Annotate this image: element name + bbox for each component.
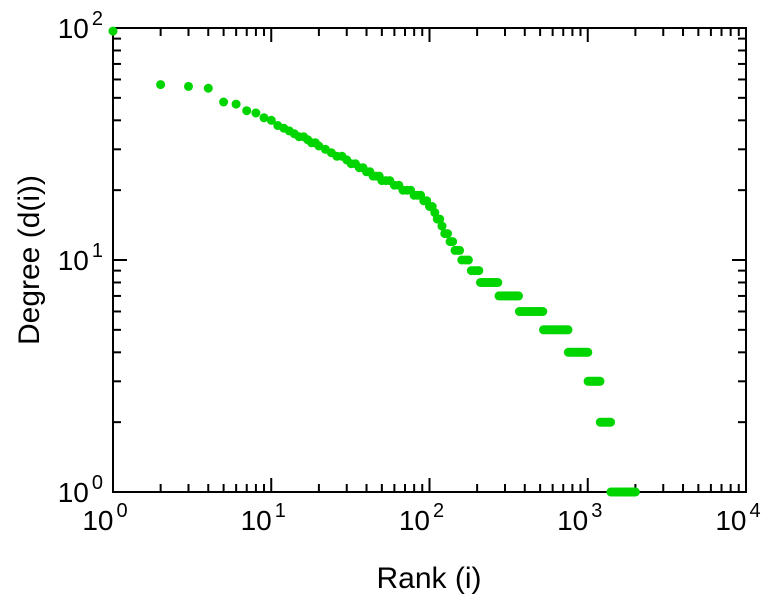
data-point (595, 376, 605, 386)
data-point (184, 81, 193, 91)
tick-label: 10 1 (58, 240, 103, 276)
x-axis-label: Rank (i) (376, 562, 482, 595)
data-point (266, 115, 276, 125)
data-point (108, 26, 118, 36)
y-axis-label: Degree (d(i)) (13, 174, 46, 346)
data-point (583, 347, 593, 357)
data-point (219, 97, 229, 107)
data-point (203, 83, 213, 93)
data-point (563, 325, 573, 335)
data-point (435, 214, 445, 224)
tick-label: 10 2 (58, 8, 103, 44)
data-point (259, 113, 269, 123)
data-point (448, 237, 458, 247)
tick-label: 10 0 (58, 472, 103, 508)
tick-label: 10 1 (241, 500, 286, 536)
data-point (493, 278, 503, 287)
data-point (156, 80, 166, 90)
data-point (443, 229, 452, 239)
data-point (606, 417, 616, 427)
data-point (463, 255, 473, 265)
tick-label: 10 4 (715, 500, 760, 536)
data-point (514, 291, 523, 301)
tick-label: 10 0 (82, 500, 127, 536)
plot-frame (112, 27, 747, 493)
data-point (474, 266, 484, 276)
data-point (251, 108, 261, 118)
data-point (455, 245, 465, 255)
data-point (538, 307, 548, 316)
tick-label: 10 2 (399, 500, 444, 536)
data-point (231, 99, 241, 109)
data-point (630, 487, 640, 497)
data-point (242, 106, 252, 116)
tick-label: 10 3 (557, 500, 602, 536)
data-point (437, 221, 447, 231)
